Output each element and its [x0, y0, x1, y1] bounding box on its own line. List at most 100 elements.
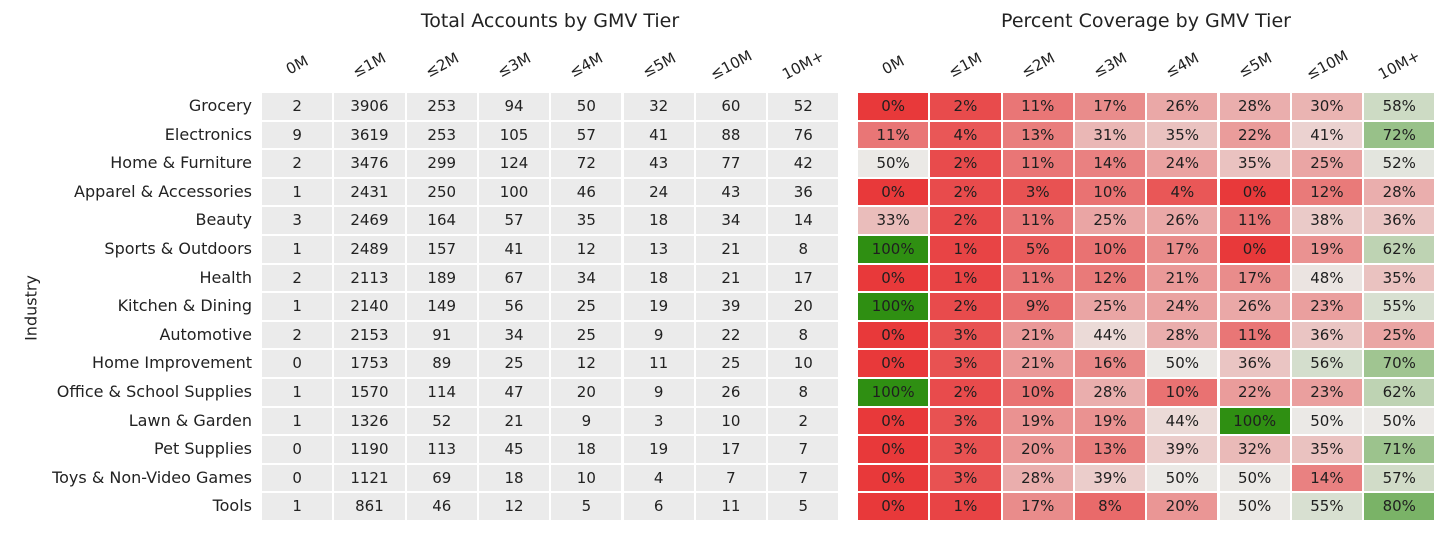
heatmap-cell: 17%: [1001, 492, 1074, 521]
table-cell: 0: [261, 349, 334, 378]
heatmap-cell: 35%: [1218, 149, 1291, 178]
table-cell: 45: [477, 435, 551, 464]
heatmap-cell: 10%: [1001, 378, 1074, 407]
table-cell: 13: [622, 235, 695, 264]
table-cell: 67: [477, 263, 551, 293]
heatmap-cell: 0%: [857, 435, 930, 464]
table-cell: 7: [767, 435, 840, 464]
heatmap-cell: 62%: [1363, 235, 1436, 264]
heatmap-cell: 22%: [1218, 120, 1291, 150]
accounts-col-header: ≤5M: [638, 48, 679, 82]
table-cell: 41: [477, 235, 551, 264]
coverage-col-header: ≤3M: [1090, 48, 1130, 82]
coverage-col-header: ≤5M: [1234, 48, 1275, 82]
heatmap-cell: 28%: [1001, 463, 1074, 493]
row-label: Home & Furniture: [110, 153, 252, 173]
table-cell: 20: [767, 292, 840, 321]
row-label: Sports & Outdoors: [104, 239, 252, 258]
heatmap-cell: 50%: [857, 149, 930, 178]
table-cell: 9: [622, 378, 695, 407]
heatmap-cell: 72%: [1363, 120, 1436, 150]
heatmap-cell: 14%: [1290, 463, 1364, 493]
row-label: Tools: [212, 496, 252, 516]
table-cell: 60: [694, 92, 768, 121]
table-cell: 100: [477, 177, 551, 207]
heatmap-cell: 55%: [1363, 292, 1436, 321]
heatmap-cell: 62%: [1363, 378, 1436, 407]
table-cell: 25: [550, 320, 623, 350]
table-cell: 114: [405, 378, 478, 407]
heatmap-cell: 12%: [1073, 263, 1147, 293]
heatmap-cell: 35%: [1290, 435, 1364, 464]
table-cell: 18: [550, 435, 623, 464]
table-cell: 10: [694, 406, 768, 436]
heatmap-cell: 21%: [1001, 320, 1074, 350]
heatmap-cell: 11%: [857, 120, 930, 150]
table-cell: 35: [550, 206, 623, 235]
table-cell: 8: [767, 378, 840, 407]
table-cell: 861: [333, 492, 406, 521]
table-cell: 19: [622, 292, 695, 321]
row-label: Kitchen & Dining: [117, 296, 252, 316]
heatmap-cell: 50%: [1146, 463, 1219, 493]
table-cell: 12: [550, 235, 623, 264]
left-chart-title: Total Accounts by GMV Tier: [420, 10, 680, 32]
table-cell: 77: [694, 149, 768, 178]
heatmap-cell: 25%: [1073, 206, 1147, 235]
heatmap-cell: 19%: [1290, 235, 1364, 264]
heatmap-cell: 2%: [929, 292, 1002, 321]
table-cell: 253: [405, 92, 478, 121]
table-cell: 2153: [333, 320, 406, 350]
table-cell: 8: [767, 320, 840, 350]
heatmap-cell: 11%: [1001, 92, 1074, 121]
table-cell: 1: [261, 177, 334, 207]
table-cell: 39: [694, 292, 768, 321]
table-cell: 2: [261, 263, 334, 293]
heatmap-cell: 35%: [1146, 120, 1219, 150]
row-label: Beauty: [195, 210, 252, 230]
table-cell: 21: [477, 406, 551, 436]
table-cell: 42: [767, 149, 840, 178]
table-cell: 0: [261, 463, 334, 493]
table-cell: 1: [261, 378, 334, 407]
table-cell: 69: [405, 463, 478, 493]
table-cell: 89: [405, 349, 478, 378]
table-cell: 11: [622, 349, 695, 378]
heatmap-cell: 1%: [929, 235, 1002, 264]
heatmap-cell: 31%: [1073, 120, 1147, 150]
table-cell: 1753: [333, 349, 406, 378]
table-cell: 72: [550, 149, 623, 178]
heatmap-cell: 36%: [1363, 206, 1436, 235]
table-cell: 113: [405, 435, 478, 464]
heatmap-cell: 0%: [1218, 177, 1291, 207]
table-cell: 2113: [333, 263, 406, 293]
table-cell: 18: [477, 463, 551, 493]
row-label: Electronics: [164, 124, 252, 144]
table-cell: 26: [694, 378, 768, 407]
heatmap-cell: 0%: [857, 263, 930, 293]
heatmap-cell: 80%: [1363, 492, 1436, 521]
table-cell: 52: [405, 406, 478, 436]
table-cell: 57: [550, 120, 623, 150]
table-cell: 8: [767, 235, 840, 264]
heatmap-cell: 10%: [1146, 378, 1219, 407]
heatmap-cell: 8%: [1073, 492, 1147, 521]
heatmap-cell: 2%: [929, 378, 1002, 407]
heatmap-cell: 23%: [1290, 292, 1364, 321]
heatmap-cell: 2%: [929, 92, 1002, 121]
heatmap-cell: 17%: [1218, 263, 1291, 293]
heatmap-cell: 26%: [1146, 206, 1219, 235]
table-cell: 253: [405, 120, 478, 150]
heatmap-cell: 4%: [1146, 177, 1219, 207]
heatmap-cell: 33%: [857, 206, 930, 235]
table-cell: 88: [694, 120, 768, 150]
right-chart-title: Percent Coverage by GMV Tier: [1001, 10, 1291, 32]
heatmap-cell: 71%: [1363, 435, 1436, 464]
accounts-col-header: ≤10M: [707, 46, 755, 84]
heatmap-cell: 58%: [1363, 92, 1436, 121]
table-cell: 1190: [333, 435, 406, 464]
table-cell: 164: [405, 206, 478, 235]
heatmap-cell: 38%: [1290, 206, 1364, 235]
table-cell: 149: [405, 292, 478, 321]
heatmap-cell: 48%: [1290, 263, 1364, 293]
